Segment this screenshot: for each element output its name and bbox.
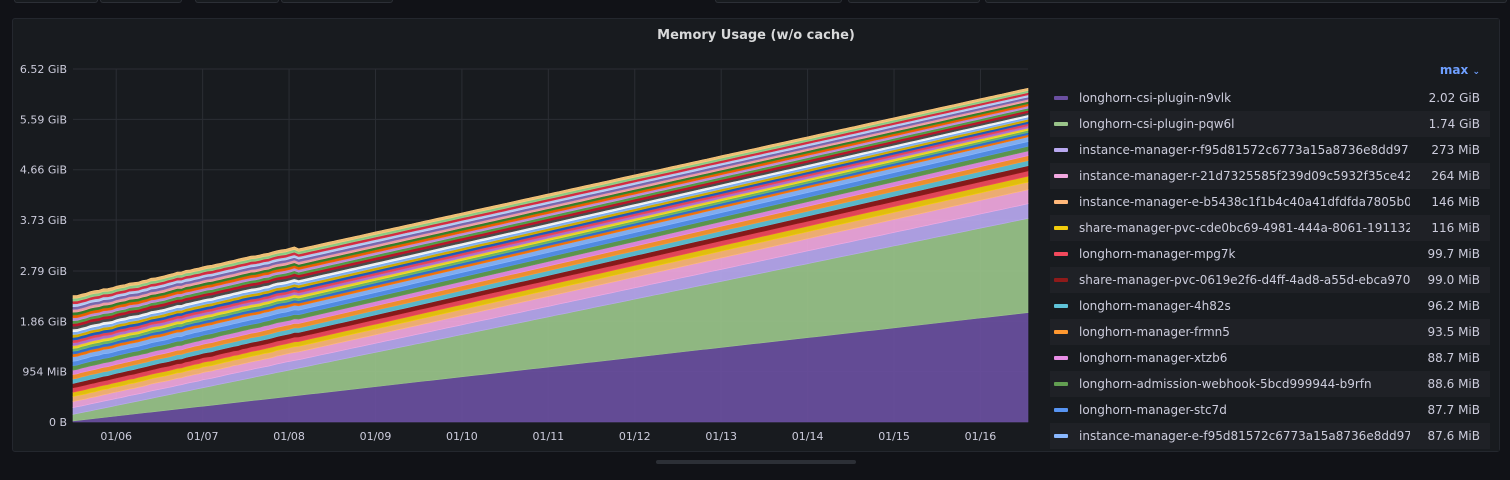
legend-item-name: instance-manager-e-f95d81572c6773a15a873… <box>1079 429 1410 443</box>
x-tick-label: 01/14 <box>792 430 824 443</box>
legend-swatch <box>1054 148 1068 152</box>
y-tick-label: 954 MiB <box>22 366 67 379</box>
legend-item[interactable]: longhorn-manager-mpg7k 99.7 MiB <box>1050 241 1490 267</box>
legend-item-name: longhorn-manager-stc7d <box>1079 403 1227 417</box>
legend-item-value: 88.6 MiB <box>1427 377 1480 391</box>
toolbar-pill-7 <box>985 0 1507 3</box>
legend-item[interactable]: instance-manager-r-f95d81572c6773a15a873… <box>1050 137 1490 163</box>
legend-item-value: 99.0 MiB <box>1427 273 1480 287</box>
toolbar-pill-3 <box>195 0 279 3</box>
legend-item-value: 99.7 MiB <box>1427 247 1480 261</box>
legend-item[interactable]: instance-manager-e-f95d81572c6773a15a873… <box>1050 423 1490 449</box>
legend: max ⌄ longhorn-csi-plugin-n9vlk 2.02 GiB l… <box>1050 63 1490 449</box>
memory-usage-panel: Memory Usage (w/o cache) 0 B 954 MiB 1.86 … <box>12 18 1500 452</box>
legend-item-value: 264 MiB <box>1431 169 1480 183</box>
legend-sort-label: max <box>1439 63 1469 77</box>
toolbar-pill-5 <box>715 0 842 3</box>
legend-item[interactable]: instance-manager-e-b5438c1f1b4c40a41dfdf… <box>1050 189 1490 215</box>
legend-swatch <box>1054 434 1068 438</box>
legend-swatch <box>1054 122 1068 126</box>
x-tick-label: 01/15 <box>878 430 910 443</box>
legend-swatch <box>1054 278 1068 282</box>
legend-item[interactable]: longhorn-admission-webhook-5bcd999944-b9… <box>1050 371 1490 397</box>
legend-item-value: 87.7 MiB <box>1427 403 1480 417</box>
stacked-area-chart[interactable]: 0 B 954 MiB 1.86 GiB 2.79 GiB 3.73 GiB 4.66 G… <box>13 19 1043 453</box>
legend-item-name: instance-manager-r-f95d81572c6773a15a873… <box>1079 143 1410 157</box>
y-tick-label: 4.66 GiB <box>20 164 67 177</box>
toolbar-pill-2 <box>100 0 182 3</box>
legend-item[interactable]: longhorn-csi-plugin-pqw6l 1.74 GiB <box>1050 111 1490 137</box>
x-tick-label: 01/10 <box>446 430 478 443</box>
legend-item[interactable]: instance-manager-r-21d7325585f239d09c593… <box>1050 163 1490 189</box>
legend-item-name: longhorn-manager-xtzb6 <box>1079 351 1228 365</box>
x-tick-label: 01/07 <box>187 430 219 443</box>
legend-item-value: 273 MiB <box>1431 143 1480 157</box>
legend-list: longhorn-csi-plugin-n9vlk 2.02 GiB longhor… <box>1050 85 1490 449</box>
legend-item-name: instance-manager-e-b5438c1f1b4c40a41dfdf… <box>1079 195 1410 209</box>
chevron-down-icon: ⌄ <box>1472 67 1480 77</box>
legend-item-name: longhorn-csi-plugin-n9vlk <box>1079 91 1232 105</box>
legend-item[interactable]: share-manager-pvc-0619e2f6-d4ff-4ad8-a55… <box>1050 267 1490 293</box>
legend-item-name: longhorn-manager-mpg7k <box>1079 247 1236 261</box>
legend-item-value: 1.74 GiB <box>1428 117 1480 131</box>
legend-item-name: longhorn-manager-frmn5 <box>1079 325 1230 339</box>
legend-item-value: 87.6 MiB <box>1427 429 1480 443</box>
legend-item-name: share-manager-pvc-0619e2f6-d4ff-4ad8-a55… <box>1079 273 1410 287</box>
legend-swatch <box>1054 304 1068 308</box>
x-tick-label: 01/08 <box>273 430 305 443</box>
x-tick-label: 01/16 <box>965 430 997 443</box>
legend-item-name: longhorn-manager-4h82s <box>1079 299 1231 313</box>
legend-item[interactable]: longhorn-manager-frmn5 93.5 MiB <box>1050 319 1490 345</box>
y-tick-label: 5.59 GiB <box>20 113 67 126</box>
legend-item-value: 88.7 MiB <box>1427 351 1480 365</box>
legend-sort-header[interactable]: max ⌄ <box>1050 63 1490 85</box>
y-tick-label: 2.79 GiB <box>20 265 67 278</box>
legend-item-value: 146 MiB <box>1431 195 1480 209</box>
legend-item-value: 96.2 MiB <box>1427 299 1480 313</box>
toolbar-pill-4 <box>281 0 393 3</box>
legend-item[interactable]: longhorn-csi-plugin-n9vlk 2.02 GiB <box>1050 85 1490 111</box>
y-tick-label: 1.86 GiB <box>20 315 67 328</box>
legend-swatch <box>1054 382 1068 386</box>
x-tick-label: 01/06 <box>100 430 132 443</box>
legend-swatch <box>1054 174 1068 178</box>
legend-item-value: 116 MiB <box>1431 221 1480 235</box>
legend-item-name: longhorn-admission-webhook-5bcd999944-b9… <box>1079 377 1372 391</box>
y-tick-label: 6.52 GiB <box>20 63 67 76</box>
x-tick-label: 01/09 <box>360 430 392 443</box>
legend-item-value: 93.5 MiB <box>1427 325 1480 339</box>
series-area <box>72 87 1029 299</box>
legend-item-name: longhorn-csi-plugin-pqw6l <box>1079 117 1235 131</box>
legend-item[interactable]: longhorn-manager-xtzb6 88.7 MiB <box>1050 345 1490 371</box>
legend-swatch <box>1054 252 1068 256</box>
legend-item-name: share-manager-pvc-cde0bc69-4981-444a-806… <box>1079 221 1410 235</box>
x-tick-label: 01/11 <box>532 430 564 443</box>
legend-swatch <box>1054 226 1068 230</box>
legend-item[interactable]: share-manager-pvc-cde0bc69-4981-444a-806… <box>1050 215 1490 241</box>
legend-swatch <box>1054 96 1068 100</box>
toolbar-pill-1 <box>14 0 98 3</box>
legend-item-value: 2.02 GiB <box>1428 91 1480 105</box>
toolbar-pill-6 <box>848 0 980 3</box>
legend-swatch <box>1054 330 1068 334</box>
legend-item-name: instance-manager-r-21d7325585f239d09c593… <box>1079 169 1410 183</box>
panel-resize-handle[interactable] <box>656 460 856 464</box>
legend-swatch <box>1054 408 1068 412</box>
legend-swatch <box>1054 356 1068 360</box>
panel-scrollbar[interactable] <box>1496 19 1499 451</box>
legend-item[interactable]: longhorn-manager-4h82s 96.2 MiB <box>1050 293 1490 319</box>
y-tick-label: 3.73 GiB <box>20 214 67 227</box>
legend-item[interactable]: longhorn-manager-stc7d 87.7 MiB <box>1050 397 1490 423</box>
legend-swatch <box>1054 200 1068 204</box>
y-tick-label: 0 B <box>49 416 67 429</box>
panel-title[interactable]: Memory Usage (w/o cache) <box>657 28 855 43</box>
x-tick-label: 01/13 <box>705 430 737 443</box>
x-tick-label: 01/12 <box>619 430 651 443</box>
